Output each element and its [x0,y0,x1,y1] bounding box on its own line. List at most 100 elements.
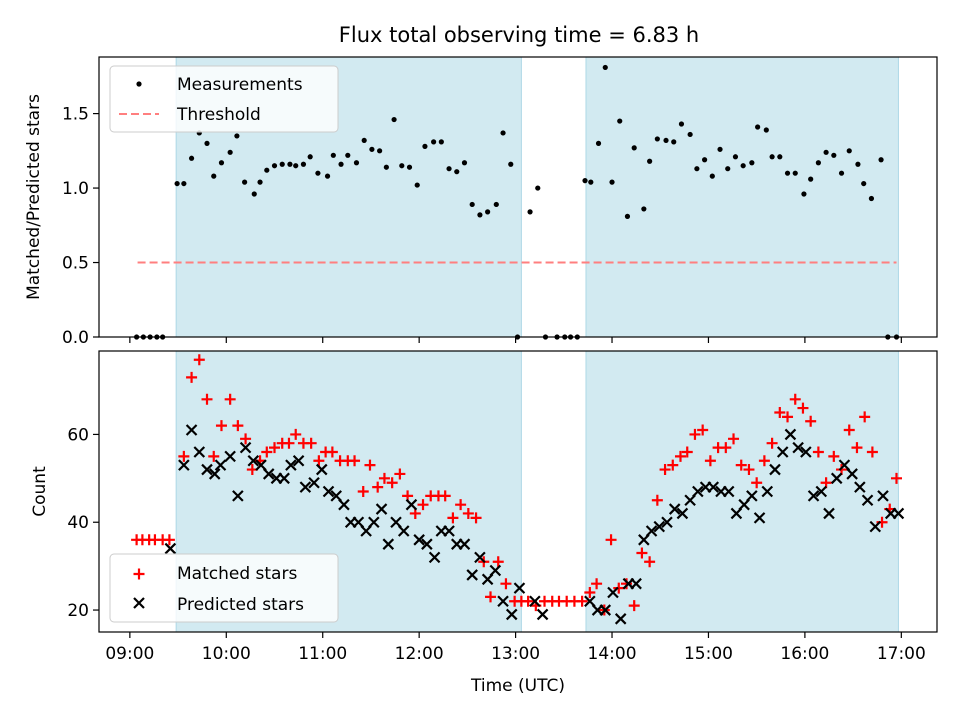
measurement-point [617,118,623,124]
matched-star-point [178,450,190,462]
predicted-star-point [239,441,252,454]
legend-predicted-label: Predicted stars [177,595,304,615]
predicted-star-point [830,472,843,485]
matched-star-point [269,442,281,454]
measurement-point [654,136,660,142]
matched-star-point [224,393,236,405]
predicted-star-point [224,450,236,463]
chart-title: Flux total observing time = 6.83 h [339,23,699,47]
predicted-star-point [529,595,541,608]
predicted-star-point [489,564,502,577]
legend-matched-marker [133,568,145,580]
predicted-star-point [299,481,312,493]
measurement-point [251,191,257,197]
measurement-point [595,140,602,146]
measurement-point [227,149,233,155]
measurement-point [671,139,677,145]
matched-star-point [659,464,671,476]
matched-star-point [372,481,384,493]
measurement-point [454,169,460,175]
measurement-point [868,195,875,202]
measurement-point [725,166,731,172]
predicted-star-point [753,512,766,524]
matched-star-point [591,578,603,590]
measurement-point [709,173,715,179]
measurement-point [174,180,180,187]
matched-star-point [522,595,534,607]
measurement-point [338,161,344,167]
predicted-star-point [232,490,244,502]
measurement-point [535,185,541,191]
matched-star-point [193,354,205,366]
matched-star-point [386,477,398,489]
measurement-point [582,178,588,184]
predicted-star-point [397,525,410,537]
measurement-point [763,127,769,133]
predicted-star-point [413,534,425,546]
measurement-point [422,143,428,149]
measurement-point [414,182,420,188]
matched-star-point [681,446,693,458]
matched-star-point [828,450,840,462]
predicted-star-point [405,498,418,511]
measurement-point [755,124,761,130]
predicted-star-point [861,494,874,507]
matched-star-point [394,468,406,480]
measurement-point [188,155,195,161]
matched-star-point [704,455,716,467]
matched-star-point [201,393,213,405]
matched-star-point [628,600,640,612]
measurement-point [663,137,669,144]
measurement-point [823,149,829,155]
x-axis-label: Time (UTC) [470,676,565,696]
matched-star-point [743,464,755,476]
measurement-point [740,163,746,169]
measurement-point [687,131,693,138]
predicted-star-point [815,485,828,498]
predicted-star-point [262,468,275,480]
matched-star-point [697,424,709,436]
measurement-point [500,130,506,136]
matched-star-point [500,578,512,590]
measurement-point [855,161,861,167]
bottom-legend-box [109,553,339,623]
predicted-star-point [823,507,835,520]
bottom-axes-frame [98,350,938,633]
measurement-point [694,166,700,172]
predicted-star-point [653,520,666,533]
measurement-point [345,152,351,158]
measurement-point [801,191,807,197]
top-axes-frame [98,56,938,338]
predicted-star-point [421,538,433,550]
predicted-star-point [807,490,820,502]
matched-star-point [851,442,863,454]
predicted-star-point [746,490,758,502]
bottom-y-tick-label: 40 [67,513,89,533]
predicted-star-point [443,525,455,537]
matched-star-point [313,455,325,467]
matched-star-point [261,446,273,458]
matched-star-point [283,437,295,449]
measurement-point [377,148,383,154]
matched-star-point [774,406,786,418]
predicted-star-point [193,446,206,458]
measurement-point [508,161,514,167]
legend-measurement-marker [136,81,142,87]
measurement-point [181,180,187,187]
top-y-tick-label: 1.5 [62,105,89,125]
matched-star-point [215,420,227,432]
matched-star-point [470,512,482,524]
predicted-star-point [776,446,789,458]
matched-star-point [378,472,390,484]
predicted-star-point [247,454,260,467]
measurement-point [361,137,367,144]
predicted-star-point [164,542,177,555]
predicted-star-point [322,485,335,498]
legend-threshold-label: Threshold [176,105,261,125]
predicted-star-point [692,485,704,498]
measurement-point [211,173,217,179]
matched-star-point [797,402,809,414]
predicted-star-point [315,463,328,476]
matched-star-point [766,437,778,449]
predicted-star-point [769,463,781,476]
